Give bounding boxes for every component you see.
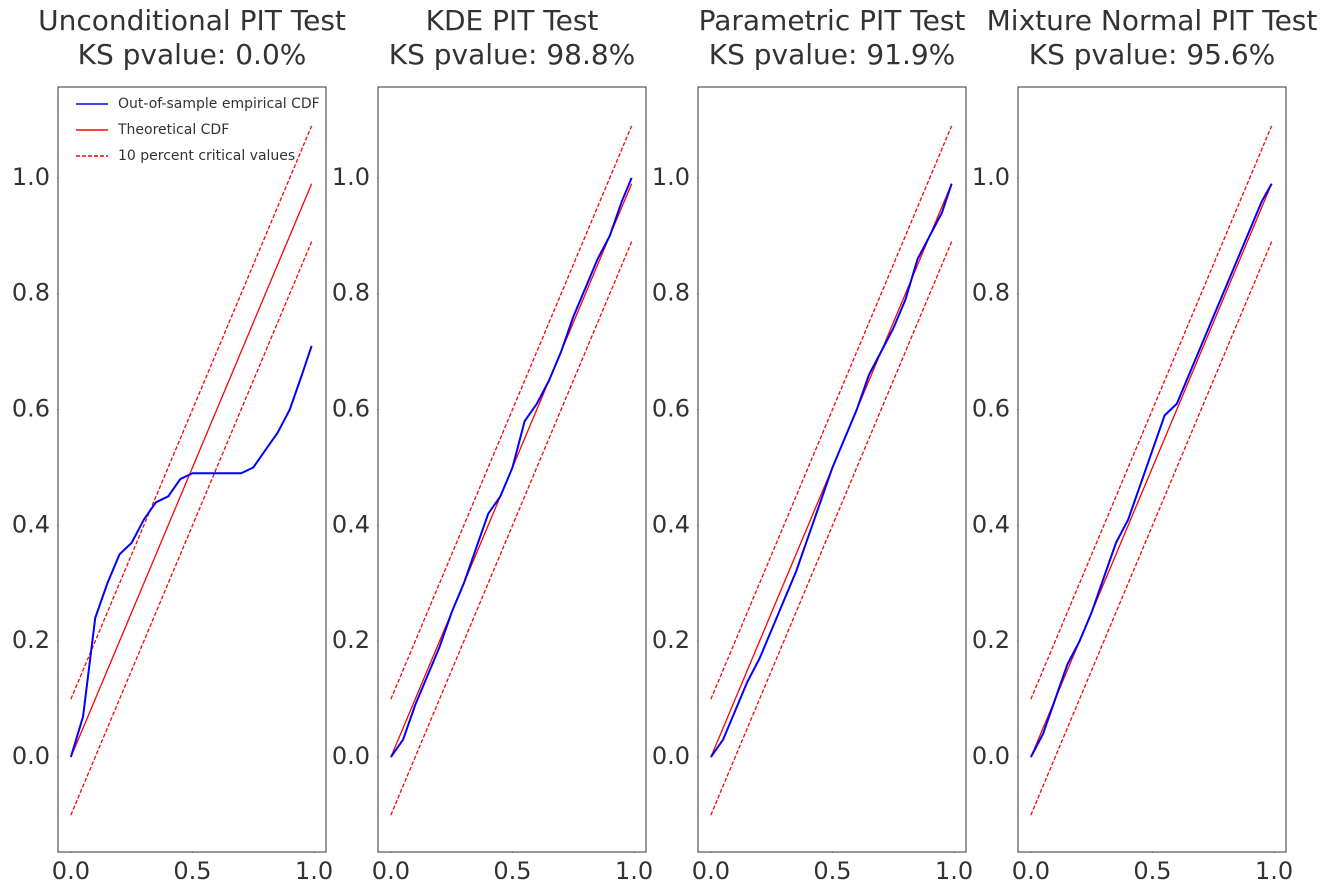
legend-label: Out-of-sample empirical CDF bbox=[118, 96, 320, 112]
chart-title: Unconditional PIT Test bbox=[38, 4, 346, 37]
x-tick-label: 0.5 bbox=[493, 857, 531, 885]
series-line bbox=[710, 241, 953, 816]
x-tick-label: 1.0 bbox=[615, 857, 653, 885]
series-line bbox=[390, 241, 633, 816]
series-line bbox=[390, 177, 633, 758]
y-tick-label: 0.8 bbox=[12, 279, 50, 307]
y-tick-label: 1.0 bbox=[332, 163, 370, 191]
series-line bbox=[390, 125, 633, 700]
series-line bbox=[1030, 183, 1273, 758]
series-line bbox=[70, 183, 313, 758]
series-line bbox=[1030, 125, 1273, 700]
x-tick-label: 1.0 bbox=[935, 857, 973, 885]
chart-title: KDE PIT Test bbox=[426, 4, 599, 37]
x-tick-label: 0.0 bbox=[52, 857, 90, 885]
x-tick-label: 0.5 bbox=[1133, 857, 1171, 885]
y-tick-label: 0.2 bbox=[972, 626, 1010, 654]
y-tick-label: 0.0 bbox=[652, 742, 690, 770]
series-line bbox=[710, 183, 953, 758]
y-tick-label: 0.4 bbox=[972, 510, 1010, 538]
y-tick-label: 0.0 bbox=[972, 742, 1010, 770]
x-tick-label: 0.5 bbox=[813, 857, 851, 885]
chart-subtitle: KS pvalue: 91.9% bbox=[709, 38, 956, 71]
chart-subtitle: KS pvalue: 0.0% bbox=[78, 38, 307, 71]
chart-subtitle: KS pvalue: 95.6% bbox=[1029, 38, 1276, 71]
y-tick-label: 0.0 bbox=[12, 742, 50, 770]
y-tick-label: 0.6 bbox=[652, 395, 690, 423]
y-tick-label: 0.6 bbox=[332, 395, 370, 423]
series-line bbox=[1030, 241, 1273, 816]
chart-title: Parametric PIT Test bbox=[699, 4, 966, 37]
y-tick-label: 0.4 bbox=[652, 510, 690, 538]
legend-label: 10 percent critical values bbox=[118, 148, 295, 164]
y-tick-label: 0.8 bbox=[332, 279, 370, 307]
x-tick-label: 0.0 bbox=[372, 857, 410, 885]
chart-title: Mixture Normal PIT Test bbox=[987, 4, 1318, 37]
y-tick-label: 1.0 bbox=[972, 163, 1010, 191]
series-line bbox=[70, 125, 313, 700]
x-tick-label: 0.0 bbox=[1012, 857, 1050, 885]
x-tick-label: 0.5 bbox=[173, 857, 211, 885]
y-tick-label: 0.4 bbox=[12, 510, 50, 538]
series-line bbox=[1030, 183, 1273, 758]
y-tick-label: 0.2 bbox=[652, 626, 690, 654]
y-tick-label: 0.6 bbox=[972, 395, 1010, 423]
x-tick-label: 1.0 bbox=[295, 857, 333, 885]
series-line bbox=[69, 345, 313, 758]
y-tick-label: 0.2 bbox=[332, 626, 370, 654]
y-tick-label: 0.2 bbox=[12, 626, 50, 654]
y-tick-label: 0.8 bbox=[972, 279, 1010, 307]
series-line bbox=[70, 241, 313, 816]
y-tick-label: 1.0 bbox=[652, 163, 690, 191]
x-tick-label: 1.0 bbox=[1255, 857, 1293, 885]
chart-subtitle: KS pvalue: 98.8% bbox=[389, 38, 636, 71]
series-line bbox=[710, 125, 953, 700]
y-tick-label: 1.0 bbox=[12, 163, 50, 191]
y-tick-label: 0.0 bbox=[332, 742, 370, 770]
legend-label: Theoretical CDF bbox=[117, 122, 229, 138]
y-tick-label: 0.8 bbox=[652, 279, 690, 307]
y-tick-label: 0.6 bbox=[12, 395, 50, 423]
x-tick-label: 0.0 bbox=[692, 857, 730, 885]
y-tick-label: 0.4 bbox=[332, 510, 370, 538]
